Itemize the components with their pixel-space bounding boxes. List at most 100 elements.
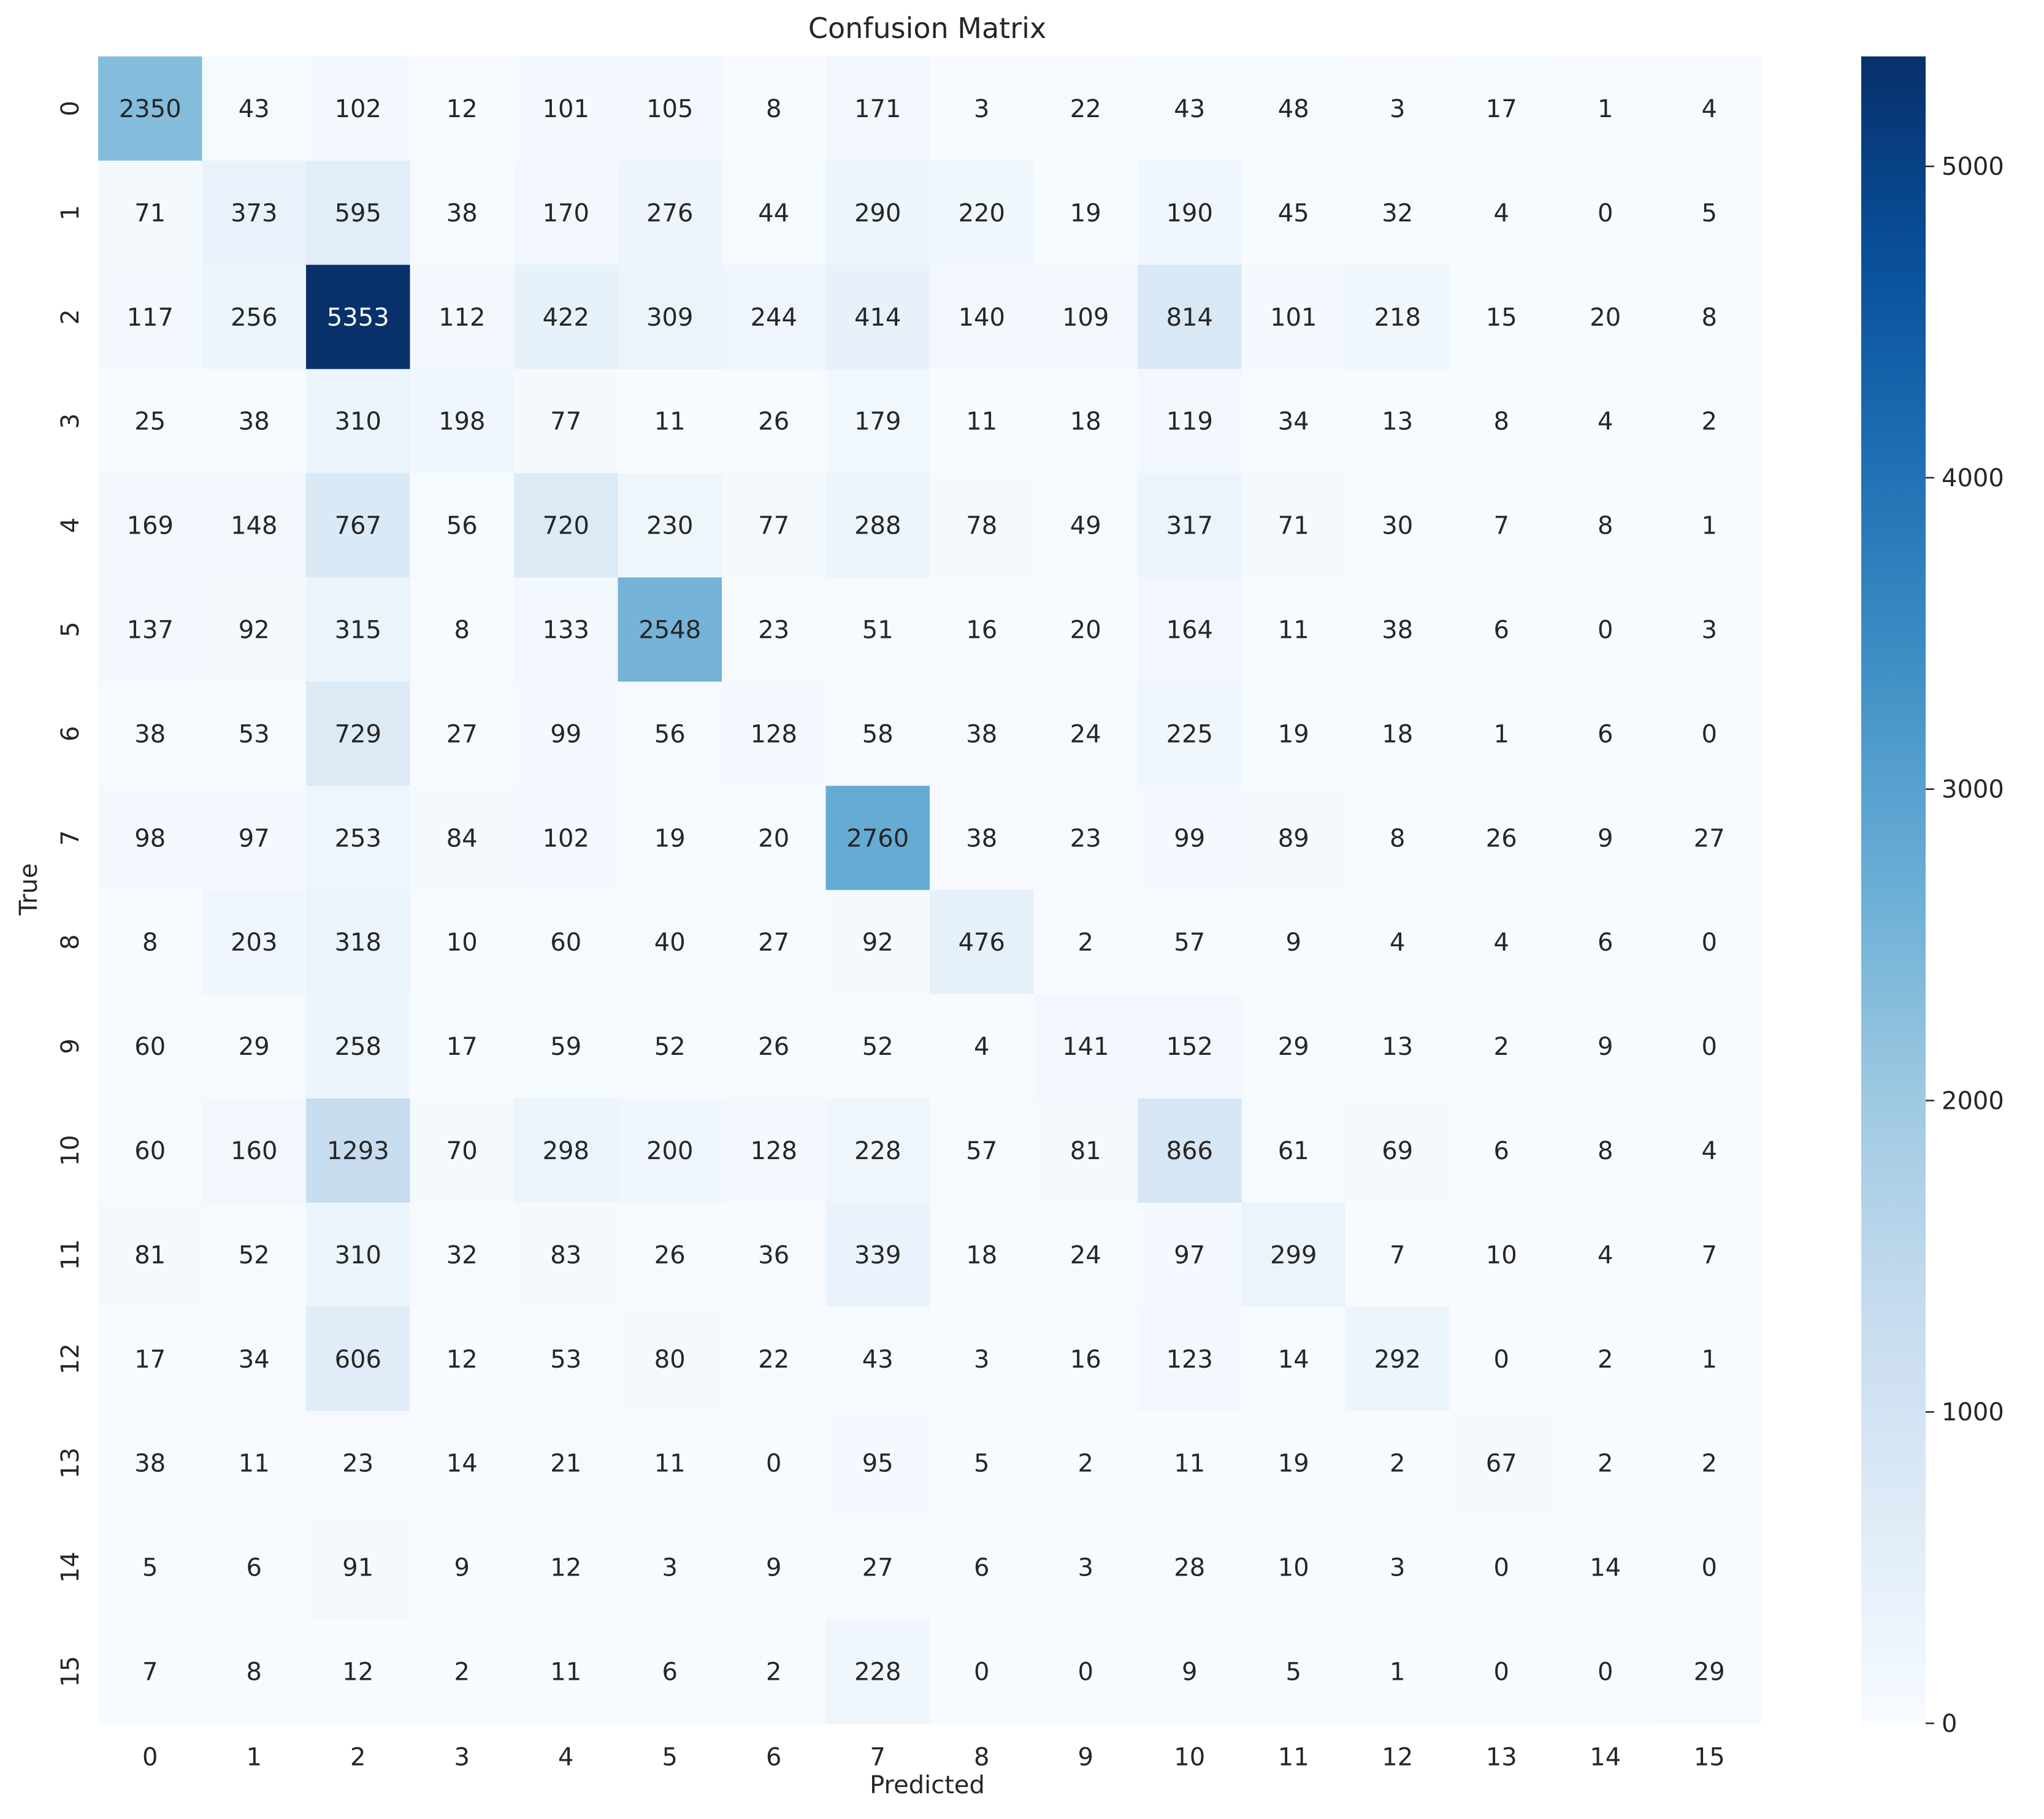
cell-value-label: 310	[335, 1241, 381, 1269]
cell-value-label: 99	[550, 720, 581, 748]
colorbar-tick-label: 2000	[1942, 1087, 2004, 1115]
cell-value-label: 17	[1486, 95, 1517, 123]
cell-value-label: 57	[1174, 929, 1205, 957]
cell-value-label: 866	[1166, 1137, 1213, 1165]
cell-value-label: 0	[1702, 929, 1717, 957]
cell-value-label: 43	[1174, 95, 1205, 123]
cell-value-label: 99	[1174, 824, 1205, 852]
cell-value-label: 318	[335, 929, 381, 957]
cell-value-label: 179	[854, 408, 901, 436]
cell-value-label: 17	[446, 1033, 478, 1061]
cell-value-label: 729	[335, 720, 381, 748]
cell-value-label: 8	[454, 616, 470, 644]
cell-value-label: 16	[966, 616, 997, 644]
colorbar	[1861, 56, 1926, 1723]
cell-value-label: 317	[1166, 512, 1213, 540]
cell-value-label: 9	[454, 1554, 470, 1582]
cell-value-label: 8	[1494, 408, 1509, 436]
cell-value-label: 53	[550, 1346, 581, 1374]
cell-value-label: 19	[1278, 720, 1309, 748]
cell-value-label: 9	[1182, 1658, 1197, 1686]
cell-value-label: 3	[1390, 1554, 1405, 1582]
cell-value-label: 476	[959, 929, 1005, 957]
cell-value-label: 61	[1278, 1137, 1309, 1165]
cell-value-label: 4	[1598, 408, 1613, 436]
cell-value-label: 171	[854, 95, 901, 123]
cell-value-label: 112	[438, 304, 485, 332]
cell-value-label: 8	[766, 95, 781, 123]
cell-value-label: 4	[974, 1033, 989, 1061]
cell-value-label: 8	[142, 929, 158, 957]
cell-value-label: 299	[1270, 1241, 1317, 1269]
cell-value-label: 164	[1166, 616, 1213, 644]
cell-value-label: 4	[1702, 95, 1717, 123]
cell-value-label: 89	[1278, 824, 1309, 852]
cell-value-label: 14	[1590, 1554, 1621, 1582]
cell-value-label: 814	[1166, 304, 1213, 332]
cell-value-label: 11	[654, 408, 686, 436]
cell-value-label: 21	[550, 1450, 581, 1478]
cell-value-label: 57	[966, 1137, 997, 1165]
cell-value-label: 11	[654, 1450, 686, 1478]
cell-value-label: 2	[454, 1658, 470, 1686]
cell-value-label: 38	[446, 199, 478, 228]
cell-value-label: 276	[646, 199, 693, 228]
cell-value-label: 140	[959, 304, 1005, 332]
cell-value-label: 3	[974, 1346, 989, 1374]
cell-value-label: 70	[446, 1137, 478, 1165]
cell-value-label: 17	[134, 1346, 166, 1374]
cell-value-label: 1293	[327, 1137, 389, 1165]
cell-value-label: 26	[758, 1033, 789, 1061]
cell-value-label: 14	[446, 1450, 478, 1478]
cell-value-label: 290	[854, 199, 901, 228]
y-tick-label: 11	[56, 1239, 85, 1270]
cell-value-label: 52	[862, 1033, 894, 1061]
cell-value-label: 7	[1390, 1241, 1405, 1269]
cell-value-label: 60	[550, 929, 581, 957]
cell-value-label: 315	[335, 616, 381, 644]
cell-value-label: 4	[1390, 929, 1405, 957]
cell-value-label: 18	[966, 1241, 997, 1269]
cell-value-label: 0	[1702, 1554, 1717, 1582]
cell-value-label: 228	[854, 1658, 901, 1686]
cell-value-label: 0	[1702, 1033, 1717, 1061]
cell-value-label: 10	[1278, 1554, 1309, 1582]
cell-value-label: 26	[758, 408, 789, 436]
cell-value-label: 4	[1494, 929, 1509, 957]
cell-value-label: 45	[1278, 199, 1309, 228]
cell-value-label: 60	[134, 1137, 166, 1165]
cell-value-label: 767	[335, 512, 381, 540]
cell-value-label: 339	[854, 1241, 901, 1269]
cell-value-label: 203	[231, 929, 277, 957]
cell-value-label: 102	[335, 95, 381, 123]
cell-value-label: 2	[1494, 1033, 1509, 1061]
cell-value-label: 29	[1278, 1033, 1309, 1061]
cell-value-label: 0	[1598, 616, 1613, 644]
cell-value-label: 9	[1598, 1033, 1613, 1061]
cell-value-label: 12	[342, 1658, 373, 1686]
cell-value-label: 97	[239, 824, 270, 852]
cell-value-label: 43	[862, 1346, 894, 1374]
cell-value-label: 1	[1390, 1658, 1405, 1686]
x-tick-label: 4	[558, 1743, 573, 1771]
cell-value-label: 10	[446, 929, 478, 957]
cell-value-label: 310	[335, 408, 381, 436]
cell-value-label: 15	[1486, 304, 1517, 332]
cell-value-label: 28	[1174, 1554, 1205, 1582]
cell-value-label: 19	[1070, 199, 1101, 228]
cell-value-label: 52	[239, 1241, 270, 1269]
cell-value-label: 1	[1494, 720, 1509, 748]
cell-value-label: 69	[1382, 1137, 1413, 1165]
cell-value-label: 123	[1166, 1346, 1213, 1374]
x-tick-label: 10	[1174, 1743, 1205, 1771]
cell-value-label: 38	[134, 720, 166, 748]
cell-value-label: 43	[239, 95, 270, 123]
cell-value-label: 3	[1078, 1554, 1093, 1582]
y-tick-label: 7	[56, 830, 85, 846]
colorbar-tick-label: 1000	[1942, 1398, 2004, 1426]
cell-value-label: 373	[231, 199, 277, 228]
cell-value-label: 225	[1166, 720, 1213, 748]
cell-value-label: 38	[134, 1450, 166, 1478]
cell-value-label: 53	[239, 720, 270, 748]
